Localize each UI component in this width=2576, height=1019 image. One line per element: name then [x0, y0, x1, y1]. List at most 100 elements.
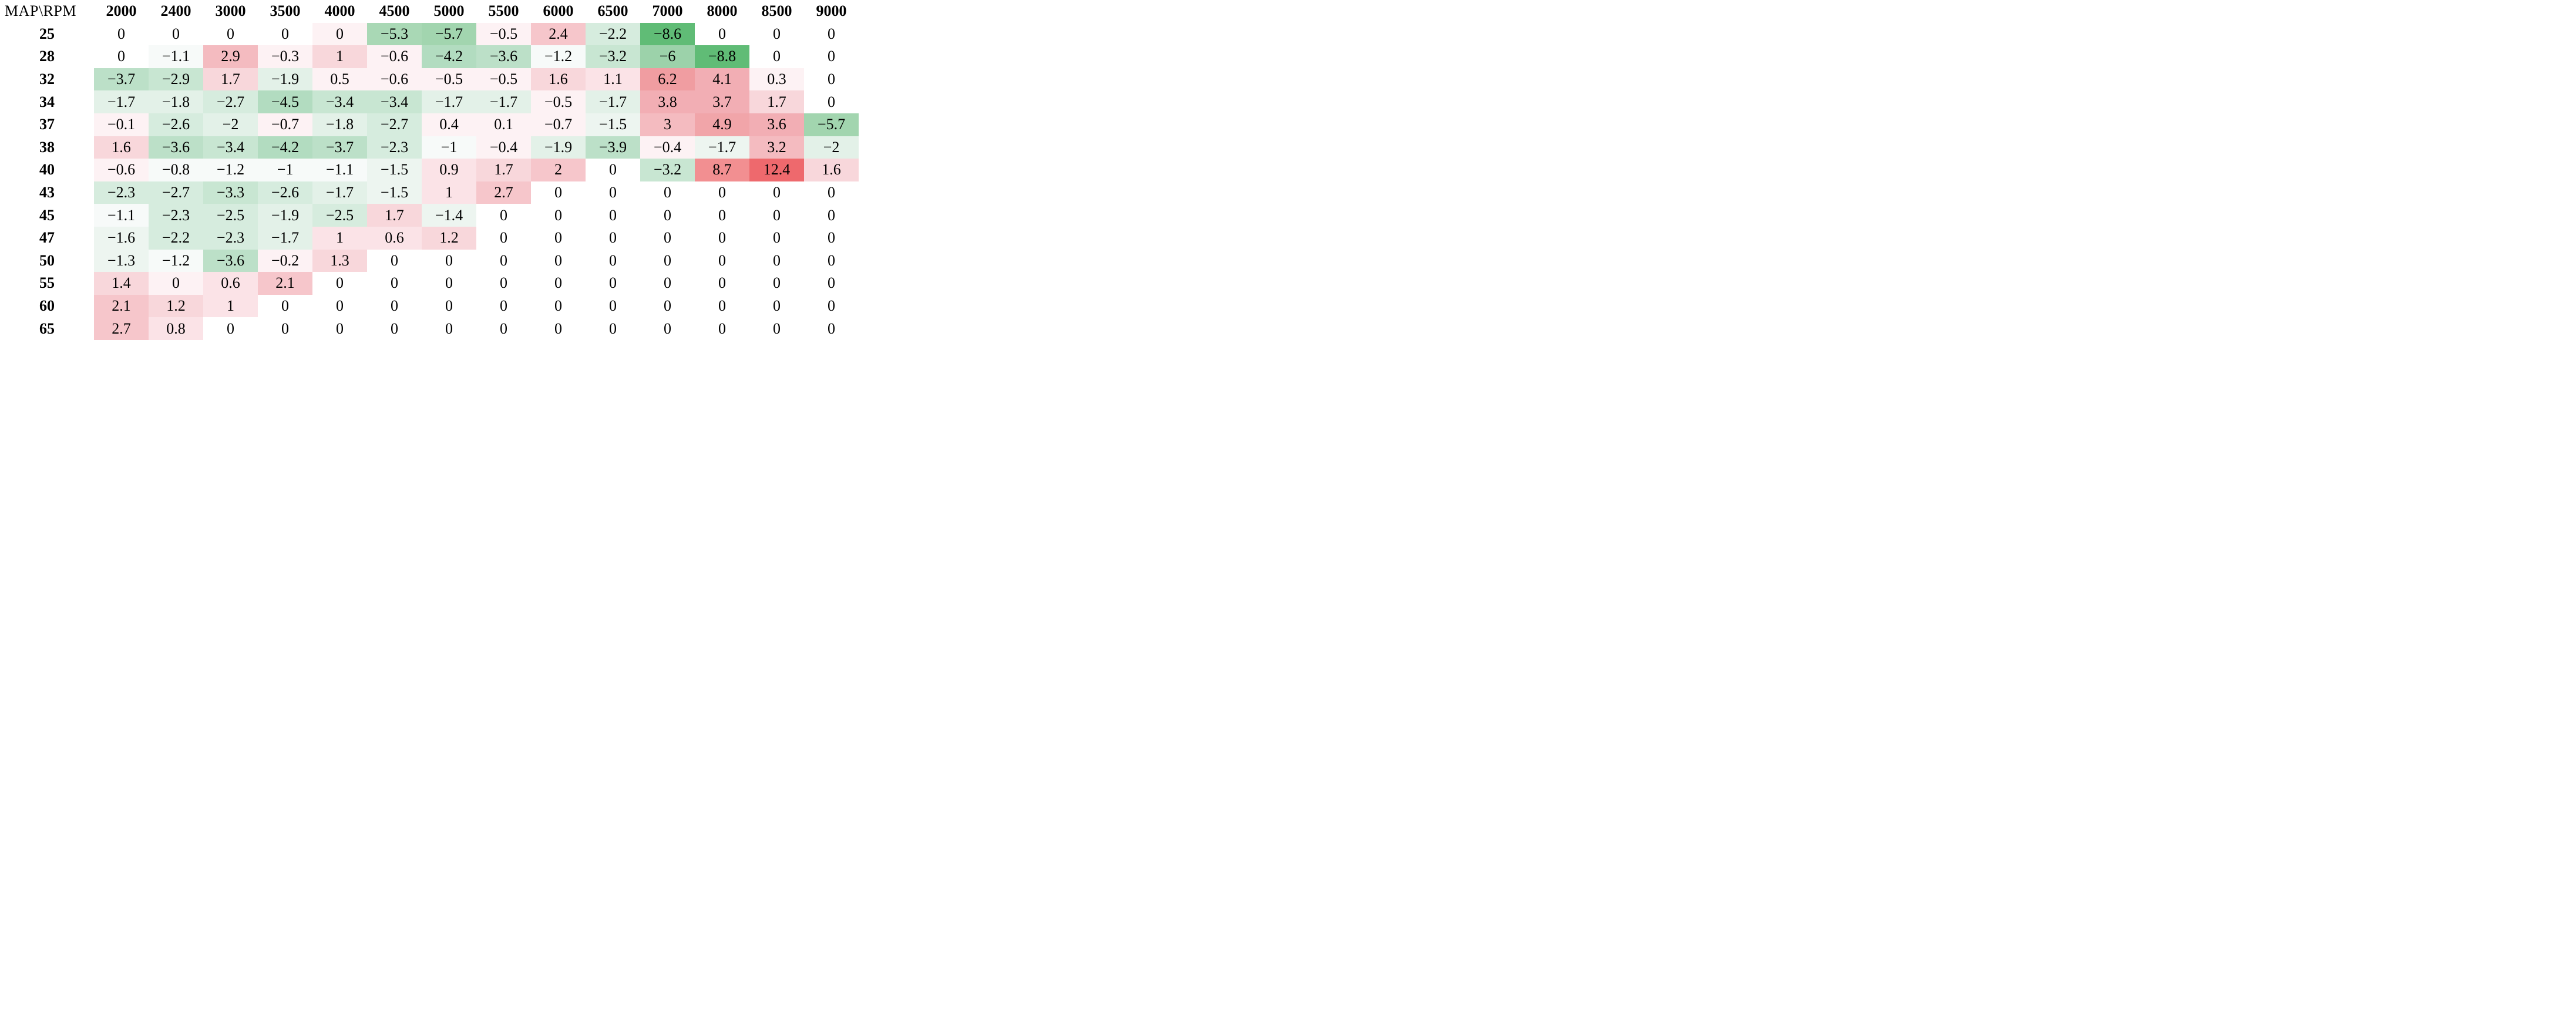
cell-38-8000[interactable]: −1.7 — [695, 136, 749, 159]
cell-45-5000[interactable]: −1.4 — [422, 204, 476, 227]
cell-43-6000[interactable]: 0 — [531, 181, 586, 204]
cell-25-2000[interactable]: 0 — [94, 22, 149, 46]
cell-40-8000[interactable]: 8.7 — [695, 159, 749, 181]
cell-65-2400[interactable]: 0.8 — [149, 317, 203, 340]
cell-38-7000[interactable]: −0.4 — [640, 136, 695, 159]
cell-50-2000[interactable]: −1.3 — [94, 249, 149, 273]
cell-55-2000[interactable]: 1.4 — [94, 272, 149, 295]
cell-55-8500[interactable]: 0 — [749, 272, 804, 295]
cell-50-6000[interactable]: 0 — [531, 249, 586, 273]
cell-38-6500[interactable]: −3.9 — [586, 136, 640, 159]
cell-55-8000[interactable]: 0 — [695, 272, 749, 295]
cell-47-6500[interactable]: 0 — [586, 226, 640, 250]
cell-34-3500[interactable]: −4.5 — [258, 90, 312, 113]
cell-34-2000[interactable]: −1.7 — [94, 90, 149, 113]
cell-28-9000[interactable]: 0 — [804, 45, 859, 68]
cell-34-4000[interactable]: −3.4 — [312, 90, 367, 113]
cell-32-5500[interactable]: −0.5 — [476, 68, 531, 91]
cell-55-3500[interactable]: 2.1 — [258, 272, 312, 295]
cell-28-8500[interactable]: 0 — [749, 45, 804, 68]
cell-47-2000[interactable]: −1.6 — [94, 226, 149, 250]
cell-45-4000[interactable]: −2.5 — [312, 204, 367, 227]
cell-32-2000[interactable]: −3.7 — [94, 68, 149, 91]
cell-65-4500[interactable]: 0 — [367, 317, 422, 340]
cell-55-3000[interactable]: 0.6 — [203, 272, 258, 295]
cell-28-4000[interactable]: 1 — [312, 45, 367, 68]
cell-65-9000[interactable]: 0 — [804, 317, 859, 340]
cell-37-9000[interactable]: −5.7 — [804, 113, 859, 136]
cell-32-8500[interactable]: 0.3 — [749, 68, 804, 91]
cell-40-9000[interactable]: 1.6 — [804, 159, 859, 181]
cell-38-4000[interactable]: −3.7 — [312, 136, 367, 159]
cell-38-3500[interactable]: −4.2 — [258, 136, 312, 159]
cell-38-5500[interactable]: −0.4 — [476, 136, 531, 159]
cell-28-5500[interactable]: −3.6 — [476, 45, 531, 68]
cell-60-6000[interactable]: 0 — [531, 294, 586, 318]
cell-65-8500[interactable]: 0 — [749, 317, 804, 340]
cell-38-5000[interactable]: −1 — [422, 136, 476, 159]
cell-28-2000[interactable]: 0 — [94, 45, 149, 68]
cell-34-2400[interactable]: −1.8 — [149, 90, 203, 113]
cell-34-7000[interactable]: 3.8 — [640, 90, 695, 113]
cell-40-6000[interactable]: 2 — [531, 159, 586, 181]
cell-28-3500[interactable]: −0.3 — [258, 45, 312, 68]
cell-25-3000[interactable]: 0 — [203, 22, 258, 46]
cell-50-7000[interactable]: 0 — [640, 249, 695, 273]
cell-50-3500[interactable]: −0.2 — [258, 249, 312, 273]
cell-40-7000[interactable]: −3.2 — [640, 159, 695, 181]
cell-38-9000[interactable]: −2 — [804, 136, 859, 159]
cell-43-4000[interactable]: −1.7 — [312, 181, 367, 204]
cell-65-7000[interactable]: 0 — [640, 317, 695, 340]
cell-45-8500[interactable]: 0 — [749, 204, 804, 227]
cell-43-8500[interactable]: 0 — [749, 181, 804, 204]
cell-43-5500[interactable]: 2.7 — [476, 181, 531, 204]
cell-47-7000[interactable]: 0 — [640, 226, 695, 250]
cell-37-6500[interactable]: −1.5 — [586, 113, 640, 136]
cell-50-5000[interactable]: 0 — [422, 249, 476, 273]
cell-40-2000[interactable]: −0.6 — [94, 159, 149, 181]
cell-25-8500[interactable]: 0 — [749, 22, 804, 46]
cell-37-3500[interactable]: −0.7 — [258, 113, 312, 136]
cell-45-4500[interactable]: 1.7 — [367, 204, 422, 227]
cell-38-2000[interactable]: 1.6 — [94, 136, 149, 159]
cell-55-9000[interactable]: 0 — [804, 272, 859, 295]
cell-65-3500[interactable]: 0 — [258, 317, 312, 340]
cell-60-4500[interactable]: 0 — [367, 294, 422, 318]
cell-47-6000[interactable]: 0 — [531, 226, 586, 250]
cell-37-2400[interactable]: −2.6 — [149, 113, 203, 136]
cell-38-8500[interactable]: 3.2 — [749, 136, 804, 159]
cell-50-9000[interactable]: 0 — [804, 249, 859, 273]
cell-50-2400[interactable]: −1.2 — [149, 249, 203, 273]
cell-38-6000[interactable]: −1.9 — [531, 136, 586, 159]
cell-37-5500[interactable]: 0.1 — [476, 113, 531, 136]
cell-50-8500[interactable]: 0 — [749, 249, 804, 273]
cell-60-2000[interactable]: 2.1 — [94, 294, 149, 318]
cell-43-7000[interactable]: 0 — [640, 181, 695, 204]
cell-32-6500[interactable]: 1.1 — [586, 68, 640, 91]
cell-65-4000[interactable]: 0 — [312, 317, 367, 340]
cell-40-3000[interactable]: −1.2 — [203, 159, 258, 181]
cell-45-7000[interactable]: 0 — [640, 204, 695, 227]
cell-28-5000[interactable]: −4.2 — [422, 45, 476, 68]
cell-45-6000[interactable]: 0 — [531, 204, 586, 227]
cell-43-4500[interactable]: −1.5 — [367, 181, 422, 204]
cell-32-5000[interactable]: −0.5 — [422, 68, 476, 91]
cell-55-4500[interactable]: 0 — [367, 272, 422, 295]
cell-25-4500[interactable]: −5.3 — [367, 22, 422, 46]
cell-32-7000[interactable]: 6.2 — [640, 68, 695, 91]
cell-40-5500[interactable]: 1.7 — [476, 159, 531, 181]
cell-28-6000[interactable]: −1.2 — [531, 45, 586, 68]
cell-25-5000[interactable]: −5.7 — [422, 22, 476, 46]
cell-43-5000[interactable]: 1 — [422, 181, 476, 204]
cell-25-6500[interactable]: −2.2 — [586, 22, 640, 46]
cell-55-4000[interactable]: 0 — [312, 272, 367, 295]
cell-45-9000[interactable]: 0 — [804, 204, 859, 227]
cell-65-2000[interactable]: 2.7 — [94, 317, 149, 340]
cell-37-8500[interactable]: 3.6 — [749, 113, 804, 136]
cell-60-9000[interactable]: 0 — [804, 294, 859, 318]
cell-50-5500[interactable]: 0 — [476, 249, 531, 273]
cell-40-4500[interactable]: −1.5 — [367, 159, 422, 181]
cell-40-5000[interactable]: 0.9 — [422, 159, 476, 181]
cell-47-4500[interactable]: 0.6 — [367, 226, 422, 250]
cell-38-2400[interactable]: −3.6 — [149, 136, 203, 159]
